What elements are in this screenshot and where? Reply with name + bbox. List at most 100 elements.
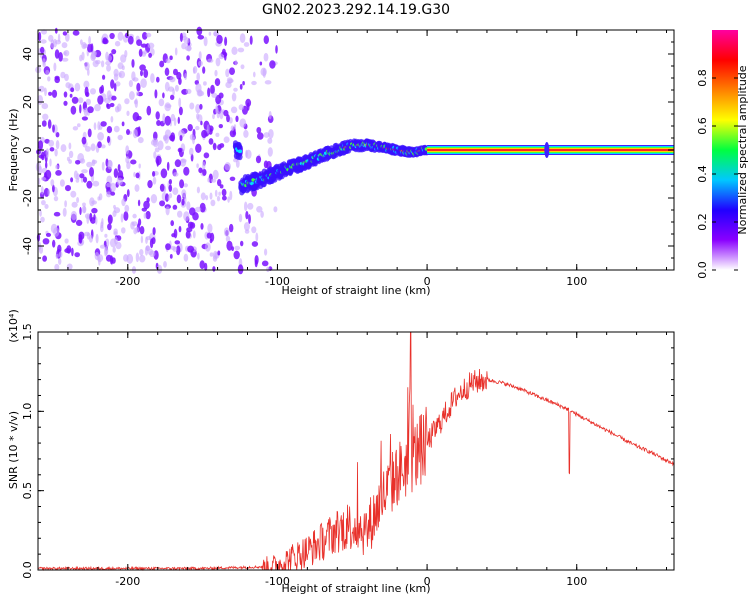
- noise-speckle: [215, 57, 221, 67]
- x-tick-label: -200: [115, 575, 140, 588]
- noise-speckle: [89, 167, 94, 177]
- tone-peak: [427, 149, 674, 151]
- noise-speckle: [39, 209, 42, 217]
- noise-speckle: [138, 163, 141, 169]
- y-tick-label: 0.0: [21, 561, 34, 579]
- noise-speckle: [121, 121, 125, 127]
- colorbar-tick-label: 0.8: [696, 69, 709, 87]
- noise-speckle: [104, 233, 108, 238]
- noise-speckle: [140, 78, 147, 88]
- noise-speckle: [136, 39, 143, 46]
- noise-speckle: [116, 177, 124, 186]
- colorbar-gradient: [712, 30, 738, 270]
- x-tick-label: 0: [424, 575, 431, 588]
- noise-speckle: [195, 143, 202, 153]
- noise-speckle: [179, 179, 185, 189]
- noise-speckle: [212, 113, 215, 120]
- y-tick-label: 0: [21, 147, 34, 154]
- noise-speckle: [139, 254, 146, 263]
- noise-speckle: [127, 35, 134, 45]
- y-tick-label: 1.0: [21, 403, 34, 421]
- noise-speckle: [106, 64, 111, 72]
- noise-speckle: [212, 266, 216, 272]
- noise-speckle: [173, 68, 178, 76]
- noise-speckle: [121, 227, 126, 234]
- noise-speckle: [117, 31, 124, 41]
- noise-speckle: [164, 81, 170, 92]
- noise-speckle: [81, 116, 88, 121]
- noise-speckle: [42, 238, 50, 245]
- noise-speckle: [74, 82, 81, 92]
- noise-speckle: [109, 102, 115, 108]
- noise-speckle: [248, 214, 251, 224]
- noise-speckle: [94, 103, 101, 112]
- noise-speckle: [210, 178, 217, 183]
- noise-speckle: [78, 234, 82, 243]
- noise-speckle: [137, 199, 141, 207]
- noise-speckle: [79, 173, 85, 179]
- noise-speckle: [47, 76, 51, 82]
- noise-speckle: [64, 200, 67, 208]
- noise-speckle: [138, 218, 142, 226]
- noise-speckle: [53, 62, 57, 72]
- noise-speckle: [194, 206, 202, 213]
- noise-speckle: [225, 81, 232, 89]
- noise-speckle: [142, 50, 148, 55]
- noise-speckle: [163, 261, 167, 268]
- noise-speckle: [215, 132, 220, 137]
- noise-speckle: [267, 147, 273, 157]
- noise-speckle: [114, 106, 120, 113]
- noise-speckle: [187, 221, 194, 229]
- noise-speckle: [264, 80, 272, 85]
- noise-speckle: [124, 98, 130, 105]
- noise-speckle: [210, 84, 215, 95]
- noise-speckle: [50, 179, 55, 187]
- noise-speckle: [106, 90, 112, 100]
- noise-speckle: [53, 196, 59, 202]
- noise-speckle: [206, 232, 212, 239]
- noise-speckle: [106, 135, 111, 144]
- noise-speckle: [97, 121, 101, 131]
- noise-speckle: [79, 54, 83, 62]
- noise-speckle: [139, 64, 146, 71]
- noise-speckle: [186, 55, 190, 61]
- noise-speckle: [79, 207, 82, 215]
- noise-speckle: [178, 129, 185, 138]
- noise-speckle: [152, 227, 156, 236]
- noise-speckle: [147, 180, 153, 189]
- noise-speckle: [218, 191, 221, 196]
- noise-speckle: [239, 118, 247, 128]
- noise-speckle: [174, 47, 178, 56]
- noise-speckle: [196, 163, 199, 169]
- noise-speckle: [183, 183, 188, 188]
- noise-speckle: [229, 176, 236, 181]
- noise-speckle: [154, 147, 160, 153]
- noise-speckle: [142, 32, 148, 40]
- noise-speckle: [238, 104, 244, 111]
- noise-speckle: [251, 80, 257, 86]
- noise-speckle: [58, 52, 63, 62]
- noise-speckle: [42, 58, 46, 65]
- noise-speckle: [185, 88, 192, 94]
- noise-speckle: [189, 102, 195, 110]
- noise-speckle: [199, 260, 205, 270]
- noise-speckle: [52, 239, 56, 248]
- noise-speckle: [256, 127, 262, 134]
- noise-speckle: [72, 30, 80, 36]
- noise-speckle: [90, 143, 96, 152]
- noise-speckle: [263, 52, 269, 62]
- noise-speckle: [152, 176, 157, 185]
- noise-speckle: [158, 98, 165, 107]
- noise-speckle: [198, 51, 202, 60]
- noise-speckle: [130, 159, 137, 165]
- noise-speckle: [70, 190, 77, 198]
- noise-speckle: [101, 161, 105, 171]
- noise-speckle: [192, 134, 195, 145]
- chart-title: GN02.2023.292.14.19.G30: [262, 2, 450, 18]
- noise-speckle: [79, 158, 86, 164]
- noise-speckle: [113, 125, 120, 133]
- noise-speckle: [172, 187, 179, 195]
- noise-speckle: [84, 61, 90, 71]
- noise-speckle: [181, 189, 187, 198]
